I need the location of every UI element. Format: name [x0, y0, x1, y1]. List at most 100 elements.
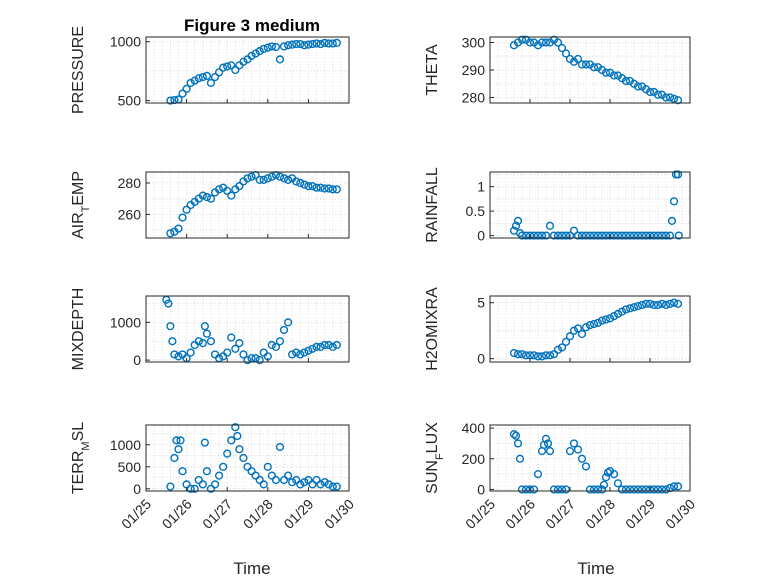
sun-flux-xtick-label: 01/25 [462, 496, 498, 532]
theta-point [573, 54, 583, 64]
air-temp-ytick-label: 260 [118, 206, 142, 222]
mixdepth-point [243, 356, 252, 365]
pressure-point [328, 39, 337, 48]
rainfall-point [667, 216, 677, 225]
panel-terr-msl: 0 500 1000 01/25 01/26 01/27 01/28 01/29 01/30 TE… [70, 422, 357, 532]
h2omixra-point [529, 351, 539, 360]
theta-point [601, 68, 611, 77]
mixdepth-point [279, 325, 289, 335]
terr-msl-point [292, 475, 301, 485]
pressure-point [271, 42, 281, 52]
sun-flux-point [549, 485, 559, 494]
sun-flux-point [661, 485, 671, 494]
sun-flux-point [669, 482, 679, 491]
mixdepth-point [328, 342, 337, 352]
terr-msl-point [194, 475, 203, 485]
h2omixra-point [641, 299, 651, 308]
terr-msl-point [233, 431, 242, 441]
sun-flux-ytick-label: 200 [462, 451, 486, 467]
terr-msl-point [214, 471, 224, 480]
terr-msl-point [308, 480, 317, 489]
terr-msl-point [275, 442, 285, 452]
pressure-point [296, 39, 305, 49]
terr-msl-point [320, 478, 329, 487]
sun-flux-point [557, 485, 567, 494]
rainfall-ytick-label: 0.5 [466, 203, 486, 219]
panel-air-temp: 260 280 AIRTEMP [70, 171, 350, 239]
h2omixra-point [533, 352, 543, 361]
mixdepth-point [255, 356, 264, 365]
panel-mixdepth: 0 1000 MIXDEPTH [70, 288, 350, 370]
h2omixra-point [553, 345, 563, 354]
air-temp-point [316, 183, 325, 192]
sun-flux-xtick-label: 01/29 [622, 496, 658, 532]
terr-msl-point [202, 467, 212, 476]
theta-ytick-label: 300 [462, 35, 486, 51]
pressure-point [214, 68, 224, 77]
mixdepth-point [288, 350, 297, 359]
h2omixra-point [589, 319, 599, 329]
rainfall-point [657, 231, 667, 240]
sun-flux-point [545, 446, 555, 456]
air-temp-point [284, 175, 293, 184]
terr-msl-point [239, 453, 248, 463]
air-temp-point [320, 184, 329, 193]
mixdepth-ytick-label: 0 [133, 352, 141, 368]
mixdepth-point [320, 340, 329, 350]
terr-msl-point [166, 482, 175, 491]
sun-flux-point [601, 473, 611, 482]
terr-msl-point [178, 467, 187, 476]
air-temp-point [308, 182, 317, 191]
pressure-ytick-label: 1000 [110, 34, 141, 50]
pressure-point [279, 42, 289, 51]
mixdepth-point [223, 348, 232, 357]
mixdepth-point [292, 348, 301, 357]
terr-msl-point [296, 480, 305, 489]
terr-msl-point [210, 480, 220, 489]
air-temp-point [259, 175, 268, 184]
h2omixra-point [537, 352, 547, 361]
sun-flux-point [521, 485, 531, 494]
sun-flux-point [533, 470, 543, 479]
terr-msl-point [186, 484, 195, 493]
pressure-point [202, 71, 212, 80]
air-temp-point [263, 174, 272, 183]
sun-flux-point [541, 434, 551, 443]
h2omixra-point [661, 300, 671, 310]
rainfall-point [661, 231, 671, 240]
rainfall-point [669, 197, 679, 206]
air-temp-point [202, 193, 212, 202]
pressure-point [219, 63, 228, 72]
theta-point [577, 60, 587, 69]
theta-point [541, 38, 551, 47]
terr-msl-point [259, 480, 268, 489]
h2omixra-point [609, 312, 619, 321]
sun-flux-point [525, 485, 535, 494]
air-temp-ytick-label: 280 [118, 175, 142, 191]
rainfall-point [601, 231, 611, 240]
sun-flux-point [653, 485, 663, 494]
sun-flux-point [529, 485, 539, 494]
h2omixra-point [513, 350, 523, 359]
mixdepth-point [170, 350, 179, 359]
terr-msl-point [235, 445, 244, 454]
sun-flux-point [577, 454, 587, 463]
h2omixra-point [509, 348, 519, 358]
rainfall-point [573, 231, 583, 240]
air-temp-point [332, 185, 341, 194]
rainfall-point [593, 231, 603, 240]
pressure-point [182, 84, 191, 93]
sun-flux-point [637, 485, 647, 494]
rainfall-point [585, 231, 595, 240]
rainfall-point [637, 231, 647, 240]
sun-flux-point [561, 485, 571, 494]
pressure-point [255, 47, 264, 56]
air-temp-point [206, 194, 216, 203]
air-temp-point [178, 213, 187, 222]
rainfall-point [529, 231, 539, 240]
pressure-point [259, 44, 268, 53]
rainfall-point [581, 231, 591, 240]
terr-msl-point [219, 462, 228, 471]
rainfall-point [674, 231, 683, 240]
mixdepth-point [300, 348, 309, 357]
